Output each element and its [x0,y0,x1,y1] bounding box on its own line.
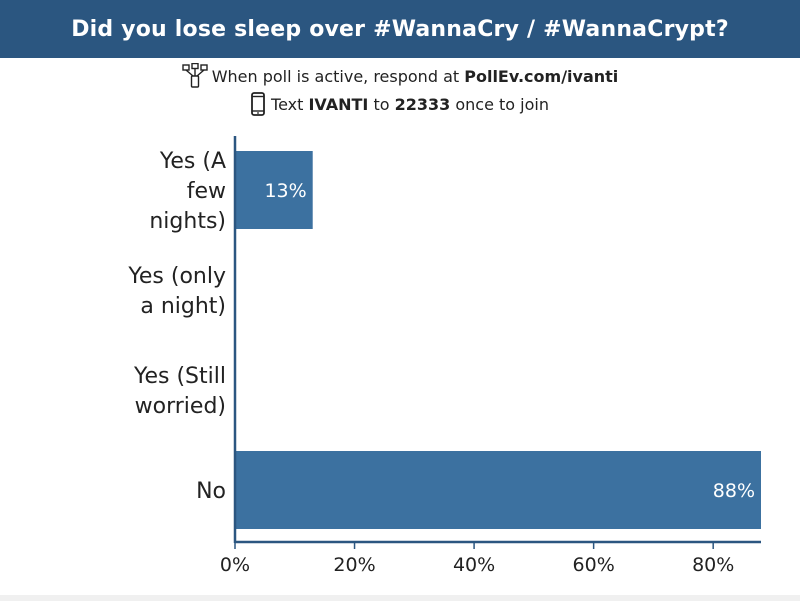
poll-header: Did you lose sleep over #WannaCry / #Wan… [0,0,800,58]
category-label-3-0: No [196,479,226,504]
data-label-0: 13% [264,180,306,202]
x-tick-label-2: 40% [453,554,495,576]
data-label-3: 88% [713,480,755,502]
category-label-2-0: Yes (Still [133,364,226,389]
text-number: 22333 [394,94,451,114]
category-label-2-1: worried) [135,394,226,419]
poll-url: PollEv.com/ivanti [464,66,619,86]
poll-title: Did you lose sleep over #WannaCry / #Wan… [71,16,729,42]
text-keyword: IVANTI [308,94,369,114]
response-instructions: When poll is active, respond at PollEv.c… [0,62,800,118]
instruction-text-middle: to [368,94,395,114]
category-label-0-0: Yes (A [159,149,226,174]
instruction-web-prefix: When poll is active, respond at [211,66,465,86]
x-tick-label-3: 60% [573,554,615,576]
x-tick-label-4: 80% [692,554,734,576]
category-label-0-2: nights) [149,209,226,234]
instruction-text: Text IVANTI to 22333 once to join [0,90,800,118]
category-label-1-0: Yes (only [127,264,226,289]
instruction-web: When poll is active, respond at PollEv.c… [0,62,800,90]
bar-3 [235,451,761,529]
footer-strip [0,595,800,601]
x-tick-label-0: 0% [220,554,250,576]
instruction-text-prefix: Text [271,94,309,114]
x-tick-label-1: 20% [333,554,375,576]
category-label-1-1: a night) [140,294,226,319]
phone-icon [251,92,265,116]
network-icon [182,63,208,88]
bar-0 [235,151,313,229]
instruction-text-suffix: once to join [450,94,549,114]
category-label-0-1: few [187,179,226,204]
